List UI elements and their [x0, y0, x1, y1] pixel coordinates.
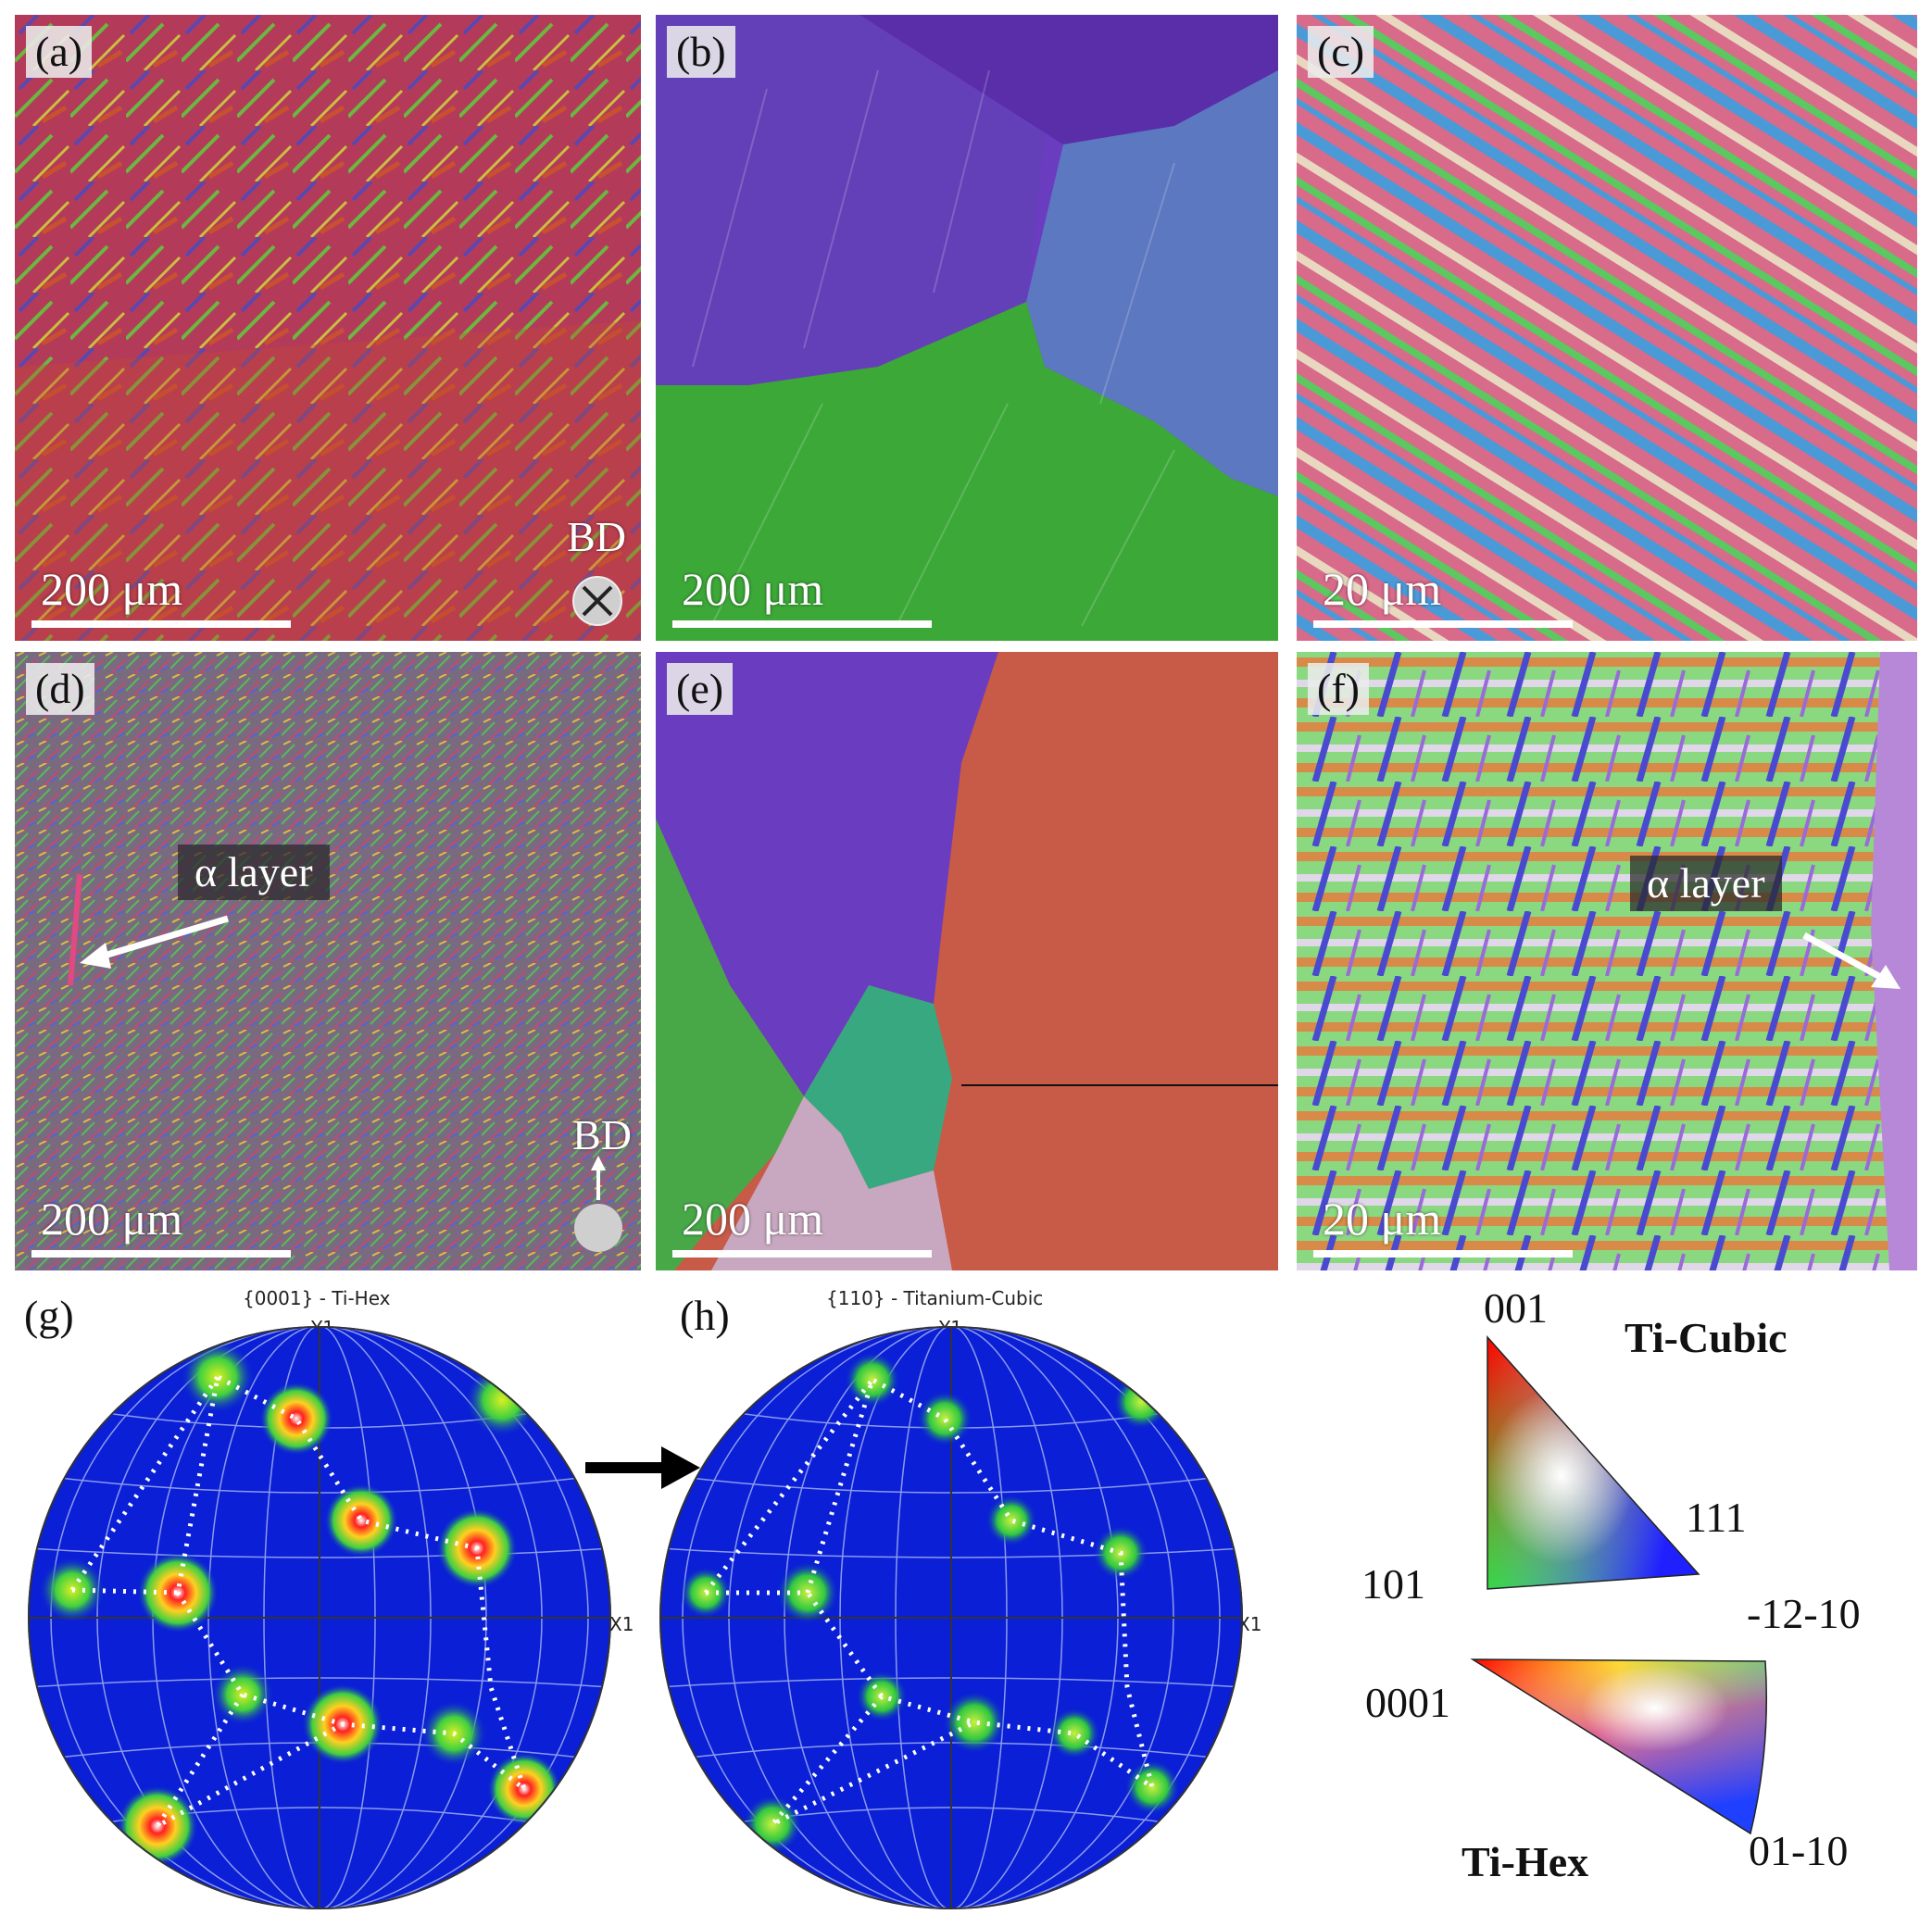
- ipf-hex-triangle: [1470, 1658, 1768, 1835]
- scale-text: 200 μm: [682, 563, 824, 615]
- ebsd-map-c: [1297, 15, 1917, 641]
- panel-b: (b) 200 μm: [656, 15, 1278, 641]
- pole-figure-title: {0001} - Ti-Hex: [243, 1287, 391, 1309]
- ipf-cubic-triangle: [1487, 1335, 1700, 1590]
- ipf-cubic-title: Ti-Cubic: [1625, 1314, 1788, 1361]
- ipf-hex-12-10-label: -12-10: [1747, 1590, 1861, 1637]
- panel-label: (g): [24, 1292, 74, 1339]
- panel-label: (a): [26, 26, 93, 78]
- scale-bar: 200 μm: [31, 563, 291, 628]
- panel-label: (c): [1308, 26, 1374, 78]
- transition-arrow-icon: [585, 1446, 700, 1489]
- scale-text: 200 μm: [41, 563, 183, 615]
- scale-bar: 20 μm: [1313, 1193, 1573, 1258]
- panel-label: (b): [667, 26, 735, 78]
- alpha-layer-annotation: α layer: [178, 845, 330, 900]
- pole-figure-title: {110} - Titanium-Cubic: [826, 1287, 1044, 1309]
- ebsd-map-d: [15, 652, 641, 1270]
- build-direction-icon: [574, 1156, 622, 1252]
- scale-text: 20 μm: [1323, 563, 1442, 615]
- scale-text: 20 μm: [1323, 1193, 1442, 1245]
- panel-f: (f) α layer 20 μm: [1297, 652, 1917, 1270]
- scale-text: 200 μm: [41, 1193, 183, 1245]
- scale-line: [31, 620, 291, 628]
- arrow-icon: [1802, 932, 1901, 989]
- panel-e: (e) 200 μm: [656, 652, 1278, 1270]
- scale-line: [672, 620, 932, 628]
- bd-label: BD: [572, 1111, 632, 1158]
- scale-bar: 200 μm: [672, 563, 932, 628]
- panel-label: (f): [1308, 663, 1369, 715]
- ebsd-map-f: [1297, 652, 1917, 1270]
- x-axis-label: X1: [609, 1613, 634, 1635]
- arrow-icon: [80, 915, 230, 969]
- ipf-hex-01-10-label: 01-10: [1749, 1827, 1849, 1874]
- panel-label: (h): [680, 1292, 730, 1339]
- panel-c: (c) 20 μm: [1297, 15, 1917, 641]
- ebsd-map-e: [656, 652, 1278, 1270]
- ipf-cubic-111-label: 111: [1686, 1494, 1747, 1541]
- alpha-layer-annotation: α layer: [1630, 856, 1782, 911]
- pole-figure-h: [659, 1326, 1243, 1909]
- scale-line: [31, 1250, 291, 1258]
- ipf-cubic-001-label: 001: [1484, 1284, 1548, 1332]
- into-page-icon: [572, 576, 622, 626]
- ipf-hex-0001-label: 0001: [1365, 1679, 1450, 1726]
- scale-line: [672, 1250, 932, 1258]
- panel-a: (a) 200 μm BD: [15, 15, 641, 641]
- ebsd-map-a: [15, 15, 641, 641]
- scale-bar: 200 μm: [31, 1193, 291, 1258]
- scale-line: [1313, 1250, 1573, 1258]
- panel-label: (d): [26, 663, 94, 715]
- ipf-cubic-101-label: 101: [1361, 1560, 1425, 1608]
- ipf-hex-title: Ti-Hex: [1462, 1838, 1589, 1885]
- panel-d: (d) α layer 200 μm BD: [15, 652, 641, 1270]
- scale-text: 200 μm: [682, 1193, 824, 1245]
- scale-bar: 20 μm: [1313, 563, 1573, 628]
- panel-label: (e): [667, 663, 734, 715]
- ebsd-map-b: [656, 15, 1278, 641]
- bd-label: BD: [567, 513, 626, 560]
- pole-figure-g: [28, 1326, 611, 1909]
- scale-bar: 200 μm: [672, 1193, 932, 1258]
- scale-line: [1313, 620, 1573, 628]
